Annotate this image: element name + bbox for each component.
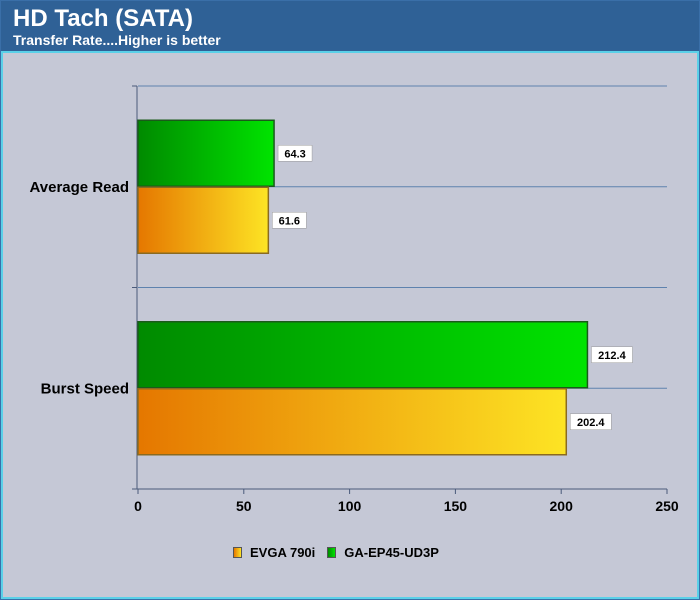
data-label-box <box>277 145 313 162</box>
chart-subtitle: Transfer Rate....Higher is better <box>13 32 221 48</box>
legend-label-evga: EVGA 790i <box>250 544 316 560</box>
data-label-box <box>272 212 307 229</box>
chart-title: HD Tach (SATA) <box>13 5 193 32</box>
data-label-box <box>591 346 633 363</box>
chart-header: HD Tach (SATA) Transfer Rate....Higher i… <box>1 1 699 51</box>
data-label: 61.6 <box>279 215 300 227</box>
x-tick-label: 200 <box>550 498 574 514</box>
legend-item-gigabyte: GA-EP45-UD3P <box>327 545 439 560</box>
plot-area <box>1 51 699 599</box>
bar-gigabyte <box>137 321 589 389</box>
x-tick-label: 0 <box>134 498 142 514</box>
x-tick-label: 250 <box>655 498 679 514</box>
legend-label-gigabyte: GA-EP45-UD3P <box>344 544 439 560</box>
category-label: Burst Speed <box>41 380 129 397</box>
category-label: Average Read <box>30 179 130 196</box>
data-label: 64.3 <box>284 148 305 160</box>
x-tick-label: 100 <box>338 498 362 514</box>
data-label-box <box>570 413 612 430</box>
legend-item-evga: EVGA 790i <box>233 545 315 560</box>
bar-evga <box>137 186 270 254</box>
legend-swatch-evga <box>233 546 242 558</box>
data-label: 212.4 <box>598 350 626 362</box>
bar-evga <box>137 388 568 456</box>
data-label: 202.4 <box>577 417 605 429</box>
legend: EVGA 790i GA-EP45-UD3P <box>233 544 451 560</box>
x-tick-label: 50 <box>236 498 252 514</box>
x-tick-label: 150 <box>444 498 468 514</box>
legend-swatch-gigabyte <box>327 546 337 558</box>
bar-gigabyte <box>137 119 275 187</box>
